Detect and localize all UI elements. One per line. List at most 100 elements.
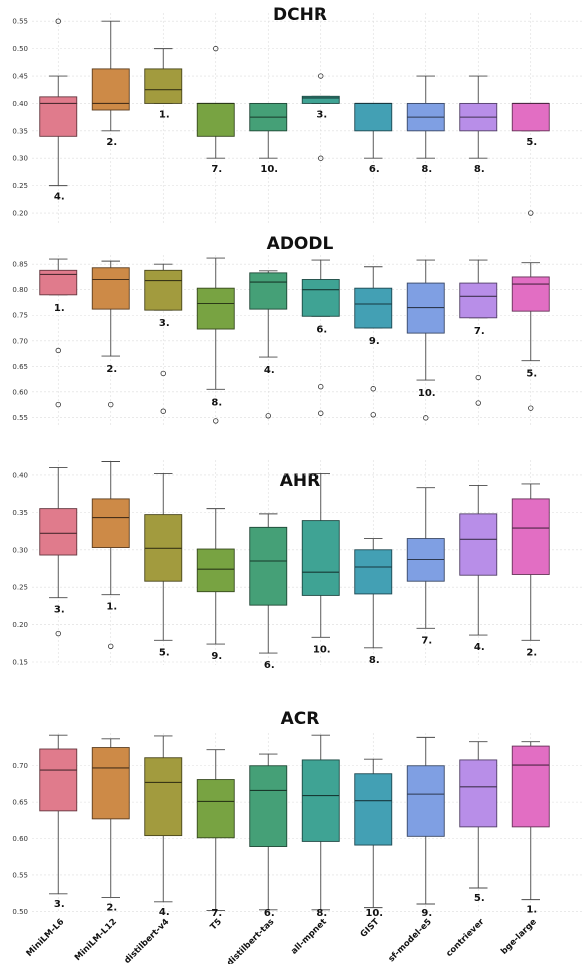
rank-label: 8.: [421, 164, 432, 175]
outlier-point: [213, 418, 219, 424]
x-tick-label: contriever: [444, 916, 487, 959]
rank-label: 6.: [316, 324, 327, 335]
outlier-point: [160, 408, 166, 414]
outlier-point: [318, 155, 324, 161]
y-tick-label: 0.50: [12, 45, 28, 53]
outlier-point: [108, 401, 114, 408]
y-tick-label: 0.30: [12, 155, 28, 163]
outlier-point: [318, 410, 324, 416]
box-iqr: [301, 95, 340, 104]
x-tick-label: bge-large: [499, 917, 539, 957]
box-acr-distilbert-tas: 6.: [249, 753, 288, 919]
y-tick-label: 0.80: [12, 286, 28, 294]
rank-label: 8.: [211, 397, 222, 408]
panel-title-dchr: DCHR: [273, 5, 327, 25]
outlier-point: [160, 370, 166, 377]
box-iqr: [354, 773, 393, 846]
outlier-point: [108, 643, 114, 649]
box-dchr-distilbert-tas: 10.: [249, 102, 288, 175]
box-ahr-distilbert-v4: 5.: [144, 473, 183, 658]
outlier-point: [55, 401, 61, 408]
box-dchr-distilbert-v4: 1.: [144, 48, 183, 120]
y-tick-label: 0.30: [12, 546, 28, 554]
box-adodl-GIST: 9.: [354, 266, 393, 418]
box-iqr: [511, 276, 550, 312]
box-dchr-sf-model-e5: 8.: [406, 75, 445, 175]
y-tick-label: 0.25: [12, 584, 28, 592]
box-iqr: [459, 513, 498, 576]
x-tick-label: distilbert-v4: [123, 917, 172, 964]
box-acr-sf-model-e5: 9.: [406, 736, 445, 919]
y-tick-label: 0.60: [12, 835, 28, 843]
y-tick-label: 0.65: [12, 363, 28, 371]
rank-label: 7.: [421, 635, 432, 646]
rank-label: 6.: [264, 660, 275, 671]
rank-label: 5.: [159, 647, 170, 658]
y-tick-label: 0.60: [12, 388, 28, 396]
rank-label: 2.: [526, 647, 537, 658]
box-iqr: [354, 287, 393, 329]
box-iqr: [196, 548, 235, 593]
x-tick-label: GIST: [359, 917, 382, 940]
panel-title-acr: ACR: [281, 709, 320, 729]
outlier-point: [423, 415, 429, 421]
box-iqr: [39, 508, 78, 556]
rank-label: 8.: [474, 164, 485, 175]
outlier-point: [55, 18, 61, 24]
box-dchr-all-mpnet: 3.: [301, 73, 340, 161]
box-iqr: [406, 765, 445, 837]
y-tick-label: 0.55: [12, 18, 28, 26]
box-iqr: [511, 745, 550, 828]
box-adodl-sf-model-e5: 10.: [406, 259, 445, 421]
box-ahr-sf-model-e5: 7.: [406, 487, 445, 646]
box-iqr: [39, 748, 78, 812]
box-iqr: [511, 102, 550, 132]
y-tick-label: 0.40: [12, 471, 28, 479]
y-tick-label: 0.20: [12, 621, 28, 629]
box-ahr-GIST: 8.: [354, 538, 393, 666]
box-adodl-MiniLM-L6: 1.: [39, 258, 78, 408]
panel-acr: ACR 0.50 0.55 0.60 0.65 0.70 3. 2. 4. 7. 6. 8. 10. 9.…: [12, 709, 584, 919]
y-tick-label: 0.45: [12, 73, 28, 81]
rank-label: 6.: [369, 164, 380, 175]
outlier-point: [370, 386, 376, 392]
outlier-point: [475, 374, 481, 381]
rank-label: 1.: [106, 602, 117, 613]
box-iqr: [354, 102, 393, 132]
rank-label: 3.: [54, 899, 65, 910]
rank-label: 2.: [106, 902, 117, 913]
box-ahr-contriever: 4.: [459, 484, 498, 653]
outlier-point: [55, 630, 61, 637]
rank-label: 9.: [421, 908, 432, 919]
rank-label: 1.: [54, 303, 65, 314]
y-tick-label: 0.15: [12, 659, 28, 667]
outlier-point: [475, 400, 481, 406]
outlier-point: [318, 73, 324, 79]
rank-label: 4.: [264, 365, 275, 376]
x-tick-label: distilbert-tas: [225, 917, 276, 964]
outlier-point: [528, 405, 534, 411]
outlier-point: [55, 347, 61, 354]
y-tick-label: 0.75: [12, 312, 28, 320]
x-tick-label: MiniLM-L12: [73, 917, 119, 963]
box-dchr-MiniLM-L6: 4.: [39, 18, 78, 203]
x-tick-label: MiniLM-L6: [25, 917, 67, 959]
box-iqr: [91, 747, 130, 820]
rank-label: 9.: [211, 651, 222, 662]
rank-label: 5.: [526, 137, 537, 148]
rank-label: 1.: [526, 905, 537, 916]
rank-label: 10.: [365, 908, 383, 919]
box-iqr: [354, 549, 393, 595]
rank-label: 10.: [260, 164, 278, 175]
y-tick-label: 0.55: [12, 414, 28, 422]
y-tick-label: 0.55: [12, 871, 28, 879]
box-iqr: [196, 102, 235, 137]
rank-label: 8.: [369, 655, 380, 666]
box-iqr: [249, 526, 288, 606]
box-acr-T5: 7.: [196, 749, 235, 919]
rank-label: 4.: [474, 642, 485, 653]
box-adodl-distilbert-v4: 3.: [144, 263, 183, 414]
box-acr-all-mpnet: 8.: [301, 734, 340, 919]
box-acr-distilbert-v4: 4.: [144, 735, 183, 918]
